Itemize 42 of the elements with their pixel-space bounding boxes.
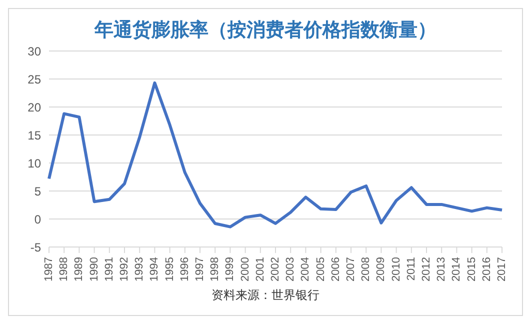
x-tick-label: 1991 [103, 257, 116, 282]
x-tick-label: 1996 [178, 257, 191, 282]
y-tick-label: 15 [28, 128, 42, 142]
x-tick-label: 2013 [436, 257, 448, 282]
line-series [48, 81, 504, 228]
x-tick-label: 1997 [194, 257, 206, 282]
x-tick-label: 2009 [375, 257, 388, 282]
x-tick-label: 2008 [360, 257, 372, 282]
x-tick-label: 1998 [209, 257, 222, 282]
y-tick-label: -5 [30, 240, 42, 254]
x-tick-label: 2011 [405, 257, 418, 281]
x-tick-label: 1988 [58, 257, 70, 282]
x-tick-label: 2016 [480, 257, 493, 282]
y-tick-label: 20 [28, 100, 42, 114]
x-tick-label: 2012 [420, 257, 432, 282]
x-tick-label: 2015 [466, 257, 478, 282]
x-tick-label: 1989 [73, 257, 86, 282]
x-tick-label: 1993 [134, 257, 146, 282]
x-tick-label: 2001 [254, 257, 266, 282]
y-tick-label: 0 [34, 212, 42, 226]
x-tick-label: 2003 [284, 257, 297, 282]
x-tick-label: 2002 [270, 257, 282, 282]
x-tick-label: 2005 [314, 257, 327, 282]
x-tick-label: 2000 [239, 257, 252, 282]
x-tick-label: 2007 [345, 257, 357, 282]
x-tick-label: 1990 [88, 257, 100, 282]
y-tick-label: 10 [28, 156, 42, 170]
x-tick-label: 1995 [164, 257, 176, 282]
x-tick-label: 2006 [330, 257, 342, 282]
y-tick-label: 5 [34, 184, 42, 198]
x-tick-label: 2010 [390, 257, 402, 282]
text: 资料来源：世界银行 [210, 287, 320, 304]
x-tick-label: 1999 [224, 257, 236, 282]
x-tick-label: 1987 [43, 257, 55, 282]
y-tick-label: 25 [28, 72, 42, 86]
x-tick-label: 2014 [450, 257, 463, 282]
x-tick-label: 2017 [496, 257, 508, 282]
chart-title: 年通货膨胀率（按消费者价格指数衡量） [93, 18, 438, 43]
y-tick-label: 30 [28, 44, 42, 58]
x-tick-label: 1994 [148, 257, 161, 282]
x-tick-label: 2004 [300, 257, 312, 282]
x-tick-label: 1992 [118, 257, 130, 282]
